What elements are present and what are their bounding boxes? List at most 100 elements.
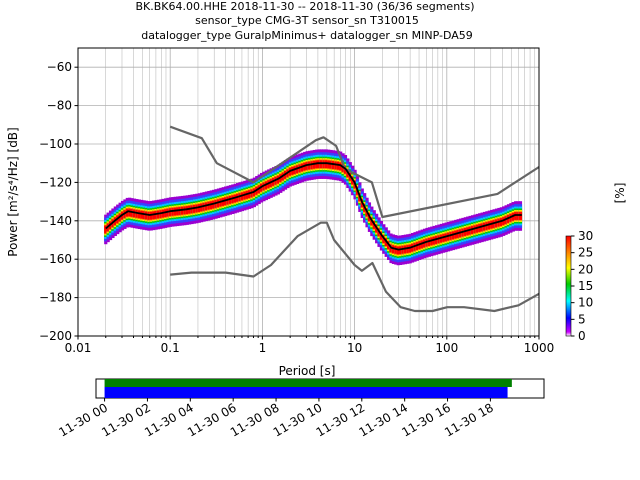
- histogram-cell: [403, 245, 408, 254]
- histogram-cell: [319, 160, 324, 169]
- colorbar-label: [%]: [613, 183, 627, 204]
- histogram-cell: [516, 212, 520, 220]
- histogram-cell: [159, 210, 163, 219]
- chart-title: BK.BK64.00.HHE 2018-11-30 -- 2018-11-30 …: [135, 0, 474, 42]
- histogram-cell: [231, 195, 235, 204]
- histogram-cell: [164, 209, 168, 218]
- y-tick-label: −180: [39, 291, 72, 305]
- histogram-cell: [137, 210, 141, 219]
- histogram-cell: [485, 222, 489, 230]
- y-tick-label: −120: [39, 175, 72, 189]
- x-tick-label: 0.01: [65, 341, 92, 355]
- histogram-cell: [482, 222, 487, 231]
- time-tick-label: 11-30 18: [442, 400, 496, 439]
- histogram-cell: [303, 162, 307, 171]
- histogram-cell: [418, 241, 422, 250]
- histogram-cell: [226, 196, 230, 205]
- histogram-cell: [247, 190, 252, 199]
- colorbar-tick-label: 20: [578, 262, 593, 276]
- histogram-cell: [152, 211, 156, 220]
- colorbar-tick-label: 15: [578, 279, 593, 293]
- histogram-cell: [214, 200, 218, 208]
- histogram-cell: [492, 220, 496, 228]
- histogram-cell: [228, 195, 233, 204]
- colorbar-tick-label: 30: [578, 229, 593, 243]
- histogram-cell: [408, 244, 412, 253]
- histogram-cell: [310, 161, 314, 170]
- histogram-cell: [219, 198, 223, 207]
- plot-frame: [77, 47, 540, 337]
- y-axis-label: Power [m²/s⁴/Hz] [dB]: [6, 127, 20, 256]
- histogram-cell: [173, 207, 177, 216]
- histogram-cell: [490, 220, 494, 229]
- histogram-cell: [329, 160, 333, 169]
- histogram-cell: [413, 242, 417, 251]
- histogram-cell: [243, 191, 247, 200]
- plot-area: 0.01 0.1 1 10 100 1000 −60 −80 −100 −120 −140 −160…: [39, 47, 554, 355]
- histogram-cell: [204, 202, 209, 211]
- x-tick-label: 10: [347, 341, 362, 355]
- y-tick-label: −100: [39, 137, 72, 151]
- histogram-cell: [480, 223, 484, 232]
- histogram-cell: [224, 197, 228, 206]
- data-coverage-bar: [104, 379, 512, 387]
- histogram-cell: [156, 210, 161, 219]
- histogram-cell: [391, 245, 396, 254]
- histogram-cell: [212, 200, 216, 209]
- histogram-cell: [149, 211, 153, 220]
- histogram-cell: [322, 160, 326, 169]
- histogram-cell: [437, 235, 441, 244]
- high-noise-model-line: [169, 125, 540, 219]
- histogram-cell: [399, 246, 403, 255]
- histogram-cell: [331, 161, 336, 169]
- histogram-cell: [154, 211, 158, 219]
- histogram-cell: [216, 199, 221, 208]
- colorbar-scale: [565, 235, 572, 337]
- histogram-cell: [144, 211, 149, 220]
- histogram-cell: [315, 160, 319, 169]
- histogram-cell: [221, 198, 225, 206]
- histogram-cell: [307, 161, 312, 170]
- histogram-cell: [415, 242, 419, 250]
- histogram-cell: [427, 238, 431, 246]
- histogram-cell: [128, 208, 132, 217]
- mode-line: [105, 162, 522, 251]
- histogram-cell: [518, 212, 523, 220]
- x-tick-label: 0.1: [161, 341, 180, 355]
- histogram-cell: [142, 211, 146, 219]
- histogram-cell: [188, 205, 192, 214]
- histogram-cell: [305, 162, 309, 170]
- y-axis-ticks: −60 −80 −100 −120 −140 −160 −180 −200: [39, 60, 78, 343]
- processed-coverage-bar: [104, 387, 508, 398]
- histogram-cell: [161, 209, 165, 218]
- histogram-cell: [396, 246, 400, 255]
- histogram-cell: [514, 212, 518, 220]
- y-tick-label: −140: [39, 214, 72, 228]
- histogram-cell: [176, 207, 180, 216]
- histogram-cell: [300, 163, 304, 172]
- histogram-cell: [327, 160, 331, 169]
- histogram-cell: [439, 234, 443, 243]
- histogram-cell: [183, 206, 187, 215]
- y-tick-label: −80: [47, 99, 72, 113]
- histogram-cell: [420, 240, 424, 249]
- low-noise-model-line: [170, 221, 540, 313]
- colorbar-tick-label: 10: [578, 296, 593, 310]
- histogram-cell: [207, 201, 211, 210]
- histogram-cell: [147, 211, 151, 220]
- colorbar-tick-label: 5: [578, 312, 586, 326]
- ppsd-histogram: [104, 149, 523, 266]
- histogram-cell: [394, 245, 398, 254]
- title-line-2: sensor_type CMG-3T sensor_sn T310015: [195, 14, 419, 27]
- y-tick-label: −160: [39, 252, 72, 266]
- histogram-cell: [494, 219, 499, 228]
- y-tick-label: −200: [39, 329, 72, 343]
- x-axis-label: Period [s]: [279, 364, 336, 378]
- histogram-cell: [195, 204, 199, 213]
- histogram-cell: [166, 208, 170, 217]
- histogram-cell: [185, 206, 189, 215]
- histogram-cell: [430, 237, 434, 246]
